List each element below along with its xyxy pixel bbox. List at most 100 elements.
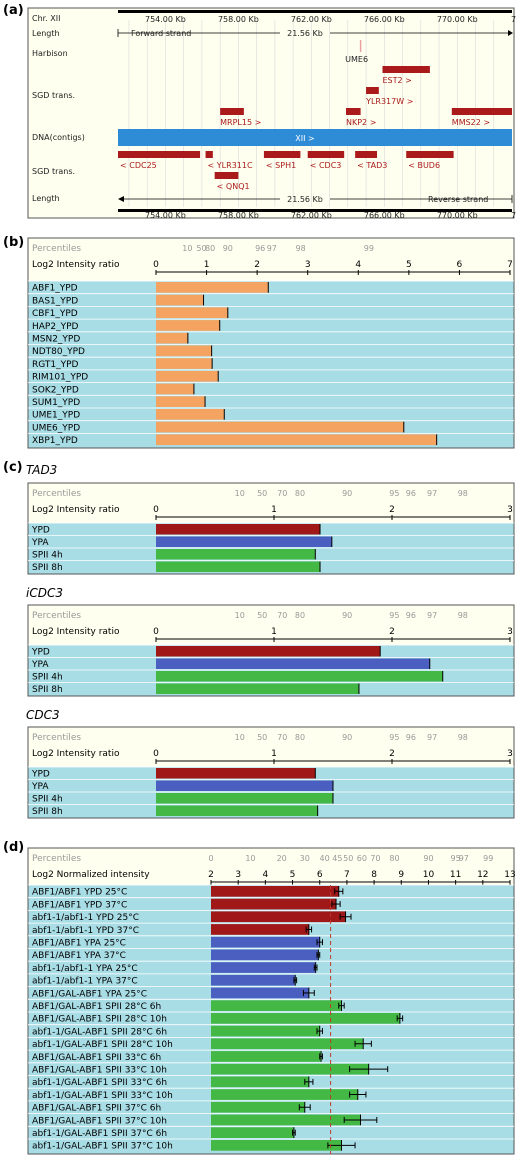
contig-label: XII >	[295, 134, 314, 143]
percentile-tick-label: 80	[295, 733, 305, 742]
percentile-tick-label: 96	[406, 733, 416, 742]
axis-tick-label: 2	[208, 870, 214, 880]
category-label: ABF1/ABF1 YPA 25°C	[32, 939, 126, 949]
panel-letter-b: (b)	[3, 235, 24, 250]
axis-tick-label: 4	[355, 260, 361, 270]
percentile-tick-label: 80	[295, 611, 305, 620]
chart-frame	[27, 604, 515, 697]
dna-contig-bar	[118, 129, 512, 146]
forward-gene-label: NKP2 >	[346, 118, 376, 127]
track-sgd-bottom-label: SGD trans.	[32, 167, 75, 176]
percentile-tick-label: 10	[235, 611, 245, 620]
chart-title: CDC3	[26, 708, 60, 722]
genome-bottom-ruler	[118, 209, 512, 212]
percentile-tick-label: 96	[255, 244, 265, 253]
forward-gene-block	[220, 108, 244, 115]
bar-xbp1-ypd	[156, 434, 437, 446]
bar-abf1-gal-abf1-spii-28-c-6h	[211, 1000, 342, 1011]
bar-abf1-1-gal-abf1-spii-37-c-10h	[211, 1140, 342, 1151]
percentile-tick-label: 0	[208, 854, 213, 863]
reverse-gene-label: < BUD6	[408, 161, 440, 170]
category-label: MSN2_YPD	[32, 335, 80, 345]
percentile-tick-label: 97	[427, 733, 437, 742]
category-label: SPII 8h	[32, 563, 63, 573]
reverse-gene-block	[355, 151, 378, 158]
chart-frame	[27, 482, 515, 575]
category-label: ABF1/GAL-ABF1 SPII 33°C 10h	[32, 1066, 167, 1076]
category-label: ABF1/GAL-ABF1 YPA 25°C	[32, 989, 147, 999]
length-value-bottom: 21.56 Kb	[287, 195, 323, 204]
bar-abf1-gal-abf1-ypa-25-c	[211, 987, 309, 999]
genome-bottom-tick-label: 762.00 Kb	[291, 211, 332, 220]
category-label: SPII 4h	[32, 795, 63, 805]
bar-abf1-gal-abf1-spii-33-c-10h	[211, 1063, 369, 1075]
percentile-tick-label: 10	[235, 733, 245, 742]
axis-tick-label: 3	[507, 749, 513, 759]
bar-ume6-ypd	[156, 421, 404, 433]
axis-tick-label: 11	[450, 870, 461, 880]
percentile-tick-label: 70	[277, 489, 287, 498]
length-label-top: Length	[32, 29, 60, 38]
x-axis-label: Log2 Intensity ratio	[32, 260, 120, 270]
axis-tick-label: 3	[507, 505, 513, 515]
genome-top-tick-label: 766.00 Kb	[364, 15, 405, 24]
category-label: SPII 8h	[32, 685, 63, 695]
forward-gene-block	[382, 66, 430, 73]
bar-hap2-ypd	[156, 320, 220, 331]
forward-gene-label: YLR317W >	[365, 97, 413, 106]
genome-bottom-tick-label: 754.00 Kb	[145, 211, 186, 220]
bar-spii-8h	[156, 683, 359, 694]
bar-abf1-1-gal-abf1-spii-33-c-6h	[211, 1076, 309, 1088]
bar-abf1-1-abf1-1-ypd-37-c	[211, 924, 309, 935]
axis-tick-label: 13	[504, 870, 515, 880]
reverse-gene-label: < CDC3	[310, 161, 342, 170]
bar-spii-8h	[156, 561, 321, 572]
forward-gene-block	[346, 108, 361, 115]
percentile-tick-label: 70	[370, 854, 380, 863]
percentile-tick-label: 95	[389, 611, 399, 620]
genome-top-tick-label: 758.00 Kb	[218, 15, 259, 24]
panel-letter-d: (d)	[3, 840, 24, 855]
percentile-tick-label: 10	[245, 854, 255, 863]
category-label: ABF1_YPD	[32, 284, 78, 294]
percentile-tick-label: 96	[406, 489, 416, 498]
bar-ypa	[156, 658, 430, 669]
panel-letter-c: (c)	[3, 460, 23, 475]
category-label: ABF1/GAL-ABF1 SPII 33°C 6h	[32, 1053, 161, 1063]
reverse-gene-block	[118, 151, 201, 158]
axis-tick-label: 1	[271, 505, 277, 515]
track-dna-label: DNA(contigs)	[32, 133, 85, 142]
percentile-tick-label: 98	[458, 611, 468, 620]
percentile-tick-label: 50	[196, 244, 206, 253]
chart-frame	[27, 726, 515, 819]
category-label: ABF1/ABF1 YPD 37°C	[32, 900, 127, 910]
panel-letter-a: (a)	[3, 3, 24, 18]
category-label: YPD	[31, 770, 50, 780]
axis-tick-label: 6	[317, 870, 323, 880]
axis-tick-label: 0	[153, 627, 159, 637]
bar-abf1-1-abf1-1-ypa-25-c	[211, 962, 316, 973]
axis-tick-label: 5	[406, 260, 412, 270]
reverse-gene-block	[406, 151, 454, 158]
percentiles-label: Percentiles	[32, 611, 81, 621]
category-label: abf1-1/GAL-ABF1 SPII 28°C 6h	[32, 1027, 167, 1037]
reverse-gene-label: < CDC25	[120, 161, 157, 170]
bar-abf1-1-abf1-1-ypd-25-c	[211, 911, 346, 923]
bar-abf1-1-gal-abf1-spii-28-c-10h	[211, 1038, 364, 1050]
track-harbison-label: Harbison	[32, 49, 68, 58]
axis-tick-label: 2	[389, 627, 395, 637]
percentile-tick-label: 90	[223, 244, 233, 253]
axis-tick-label: 6	[457, 260, 463, 270]
genome-top-tick-label: 770.00 Kb	[437, 15, 478, 24]
reverse-arrowhead	[118, 196, 124, 202]
forward-gene-block	[451, 108, 512, 115]
percentile-tick-label: 96	[406, 611, 416, 620]
percentile-tick-label: 90	[342, 611, 352, 620]
forward-gene-label: EST2 >	[382, 76, 411, 85]
genome-top-ruler	[118, 10, 512, 13]
chart-header-bg	[28, 605, 514, 645]
category-label: UME1_YPD	[32, 411, 80, 421]
chart-frame	[27, 237, 515, 449]
chart-title: iCDC3	[26, 586, 63, 600]
